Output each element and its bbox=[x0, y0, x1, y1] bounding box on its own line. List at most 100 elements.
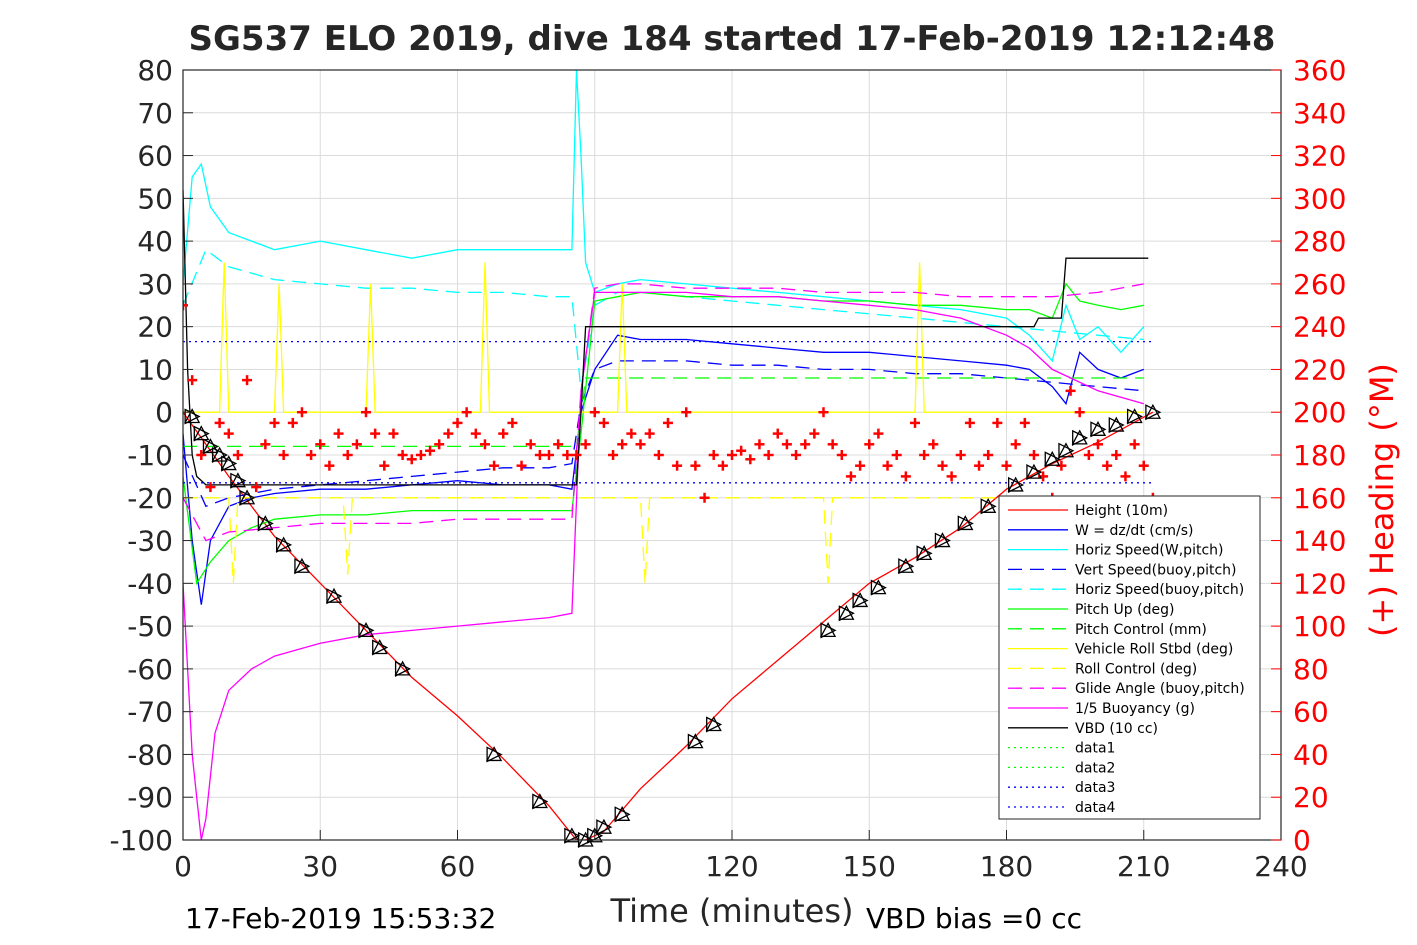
heading-point bbox=[974, 460, 985, 471]
depth-marker bbox=[220, 455, 238, 472]
right-tick-label: 20 bbox=[1293, 781, 1329, 814]
heading-point bbox=[845, 471, 856, 482]
heading-point bbox=[1074, 407, 1085, 418]
right-tick-label: 60 bbox=[1293, 696, 1329, 729]
depth-marker bbox=[1108, 416, 1125, 434]
right-tick-label: 200 bbox=[1293, 396, 1346, 429]
right-tick-label: 100 bbox=[1293, 610, 1346, 643]
heading-point bbox=[653, 450, 664, 460]
legend-entry: Roll Control (deg) bbox=[1075, 661, 1197, 677]
series-line-6 bbox=[183, 377, 1144, 448]
legend-entry: data2 bbox=[1075, 760, 1115, 776]
depth-marker bbox=[486, 746, 503, 763]
heading-point bbox=[196, 450, 207, 460]
depth-marker bbox=[371, 639, 389, 656]
heading-point bbox=[370, 428, 381, 439]
legend-entry: Vehicle Roll Stbd (deg) bbox=[1075, 642, 1233, 658]
heading-point bbox=[662, 417, 673, 428]
y-tick-label: 60 bbox=[137, 140, 173, 173]
right-tick-label: 160 bbox=[1293, 482, 1346, 515]
heading-point bbox=[525, 439, 536, 450]
y-tick-label: -90 bbox=[127, 781, 173, 814]
depth-marker bbox=[293, 557, 311, 575]
heading-point bbox=[251, 482, 262, 493]
heading-point bbox=[635, 439, 646, 450]
heading-point bbox=[855, 460, 866, 471]
depth-marker bbox=[1025, 463, 1043, 481]
heading-point bbox=[553, 439, 564, 450]
right-tick-label: 180 bbox=[1293, 439, 1346, 472]
x-tick-label: 120 bbox=[705, 850, 758, 883]
heading-point bbox=[183, 300, 188, 311]
heading-point bbox=[617, 439, 628, 450]
y-tick-label: -80 bbox=[127, 738, 173, 771]
heading-point bbox=[1001, 460, 1012, 471]
heading-point bbox=[736, 445, 747, 456]
heading-point bbox=[361, 407, 371, 418]
series-line-1 bbox=[183, 334, 1145, 605]
legend-entry: data3 bbox=[1075, 780, 1115, 796]
depth-marker bbox=[1044, 450, 1061, 468]
heading-point bbox=[544, 450, 554, 460]
heading-point bbox=[1010, 439, 1021, 450]
heading-point bbox=[589, 407, 600, 418]
right-tick-label: 340 bbox=[1293, 97, 1346, 130]
heading-point bbox=[827, 439, 838, 450]
depth-marker bbox=[980, 497, 997, 515]
x-tick-label: 240 bbox=[1254, 850, 1307, 883]
heading-point bbox=[425, 445, 436, 456]
heading-point bbox=[836, 450, 847, 460]
legend-entry: Pitch Up (deg) bbox=[1075, 602, 1174, 618]
legend-entry: Height (10m) bbox=[1075, 503, 1168, 519]
x-tick-label: 210 bbox=[1117, 850, 1170, 883]
heading-point bbox=[1065, 385, 1076, 396]
heading-point bbox=[562, 450, 573, 460]
x-tick-label: 0 bbox=[174, 850, 192, 883]
depth-marker bbox=[202, 438, 219, 455]
heading-point bbox=[910, 417, 920, 428]
depth-marker bbox=[238, 489, 256, 506]
heading-point bbox=[598, 417, 609, 428]
y-tick-label: 10 bbox=[137, 353, 173, 386]
heading-point bbox=[946, 471, 957, 482]
legend-entry: VBD (10 cc) bbox=[1075, 721, 1158, 737]
y-tick-label: 40 bbox=[137, 225, 173, 258]
series-line-10 bbox=[183, 291, 1144, 840]
right-tick-label: 280 bbox=[1293, 225, 1346, 258]
heading-point bbox=[1093, 439, 1103, 450]
heading-point bbox=[388, 428, 399, 439]
x-tick-label: 150 bbox=[843, 850, 896, 883]
y-tick-label: -100 bbox=[109, 824, 173, 857]
legend-entry: Pitch Control (mm) bbox=[1075, 622, 1207, 638]
heading-point bbox=[708, 450, 719, 460]
x-tick-label: 90 bbox=[577, 850, 613, 883]
footer-vbd-bias: VBD bias =0 cc bbox=[866, 902, 1082, 935]
depth-markers bbox=[184, 403, 1162, 849]
depth-marker bbox=[838, 604, 855, 622]
heading-point bbox=[1111, 450, 1122, 460]
heading-point bbox=[928, 439, 939, 450]
heading-point bbox=[1028, 450, 1039, 460]
heading-point bbox=[397, 450, 408, 460]
heading-point bbox=[882, 460, 893, 471]
heading-point bbox=[717, 460, 728, 471]
heading-point bbox=[983, 450, 994, 460]
heading-point bbox=[342, 450, 353, 460]
heading-point bbox=[781, 439, 792, 450]
depth-marker bbox=[257, 515, 274, 532]
heading-point bbox=[232, 450, 243, 460]
legend-entry: Horiz Speed(buoy,pitch) bbox=[1075, 582, 1244, 598]
right-tick-label: 320 bbox=[1293, 140, 1346, 173]
right-tick-label: 0 bbox=[1293, 824, 1311, 857]
heading-point bbox=[278, 450, 289, 460]
heading-point bbox=[699, 492, 710, 503]
depth-marker bbox=[531, 793, 549, 810]
heading-point bbox=[681, 407, 692, 418]
y-tick-label: -30 bbox=[127, 525, 173, 558]
heading-point bbox=[1019, 417, 1030, 428]
heading-point bbox=[315, 439, 326, 450]
heading-point bbox=[260, 439, 271, 450]
heading-point bbox=[690, 460, 701, 471]
y-tick-label: -20 bbox=[127, 482, 173, 515]
series-line-7 bbox=[183, 262, 1144, 413]
